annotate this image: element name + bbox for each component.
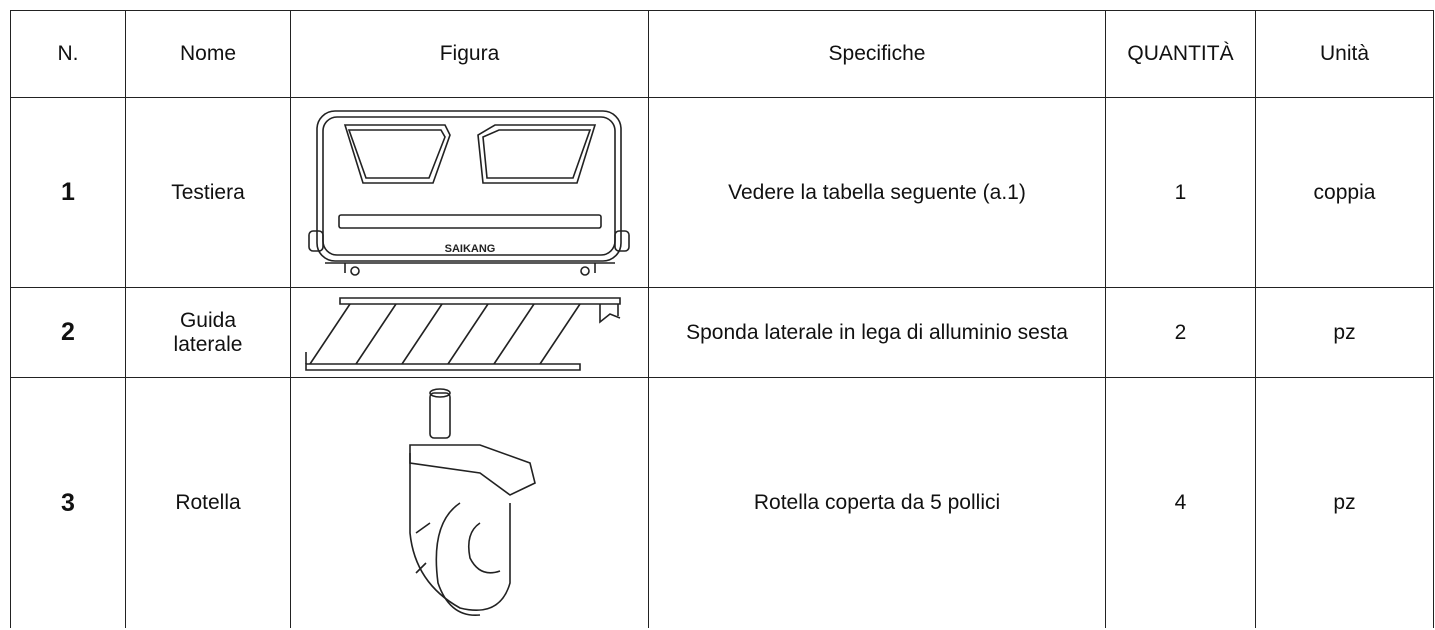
header-cell: N. [10,10,126,98]
spec: Rotella coperta da 5 pollici [648,377,1106,628]
parts-table: N. Nome Figura Specifiche QUANTITÀ Unità… [10,10,1434,628]
figure-label: SAIKANG [444,243,495,255]
name: Guida laterale [125,287,291,378]
quantity: 4 [1105,377,1256,628]
side-rail-drawing [304,296,621,371]
header-cell: Nome [125,10,291,98]
header-cell: Unità [1255,10,1434,98]
header-cell: Specifiche [648,10,1106,98]
name: Testiera [125,97,291,288]
row: 2 Guida laterale Sponda laterale in lega… [10,287,1434,378]
quantity: 1 [1105,97,1256,288]
caster-drawing [408,388,536,616]
name-text: Guida laterale [173,308,243,356]
headboard-drawing: SAIKANG [307,109,630,276]
header-cell: Figura [290,10,649,98]
number: 1 [10,97,126,288]
figure: SAIKANG [290,97,649,288]
unit: coppia [1255,97,1434,288]
spec: Sponda laterale in lega di alluminio ses… [648,287,1106,378]
header-cell: QUANTITÀ [1105,10,1256,98]
figure [290,287,649,378]
row: 3 Rotella Rotella coperta da 5 pollici 4… [10,377,1434,628]
unit: pz [1255,287,1434,378]
number: 3 [10,377,126,628]
name: Rotella [125,377,291,628]
spec: Vedere la tabella seguente (a.1) [648,97,1106,288]
number: 2 [10,287,126,378]
header-row: N. Nome Figura Specifiche QUANTITÀ Unità [10,10,1434,98]
unit: pz [1255,377,1434,628]
figure [290,377,649,628]
row: 1 Testiera SAIKANG Vedere la tabella seg… [10,97,1434,288]
quantity: 2 [1105,287,1256,378]
